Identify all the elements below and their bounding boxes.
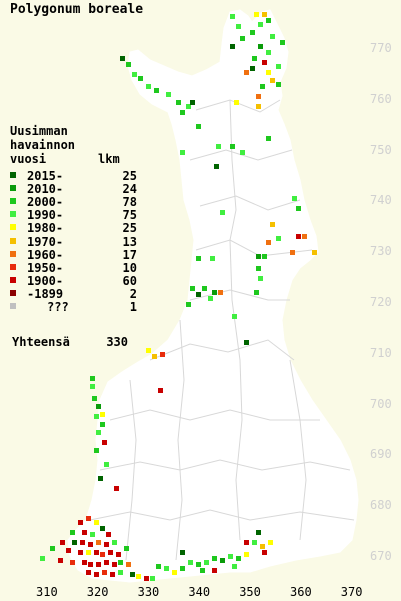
legend-header-col2: lkm [98,152,120,166]
legend-swatch [10,172,16,178]
legend-header-line2: havainnon [10,138,76,152]
legend-item-count: 60 [122,273,137,288]
legend-swatch [10,289,16,296]
legend-item-label: 2010- [27,182,64,197]
x-grid-label: 330 [137,585,160,599]
x-grid-label: 310 [36,585,58,599]
region-borders [89,99,355,561]
legend-item-label: ??? [47,300,69,314]
y-grid-label: 750 [370,142,392,157]
legend-total-count: 330 [106,335,128,349]
legend-item-count: 24 [122,182,137,197]
legend-swatch [10,185,16,192]
x-grid-label: 320 [86,585,109,599]
y-grid-label: 770 [370,41,392,55]
y-grid-label: 710 [370,345,392,360]
legend-swatch [10,237,16,244]
legend-item-label: 2000- [27,195,64,210]
x-grid-label: 340 [188,585,211,599]
legend-header-line1: Uusimman [10,124,68,138]
legend-item-label: 1970- [27,234,64,249]
observation-squares [40,12,317,581]
legend-swatch [10,211,16,218]
legend-item-label: 1900- [27,273,64,288]
legend-item-count: 25 [122,221,137,236]
y-grid-label: 670 [370,549,392,563]
y-grid-label: 720 [370,295,392,309]
map-title: Polygonum boreale [10,2,144,17]
x-grid-label: 370 [340,585,363,599]
y-grid-label: 680 [370,498,392,513]
legend-item-count: 10 [122,260,137,275]
x-grid-label: 360 [290,585,312,599]
legend-swatch [10,250,16,257]
x-grid-label: 350 [239,585,261,599]
legend-item-count: 1 [129,300,137,314]
y-grid-label: 700 [370,396,392,411]
legend-item-label: 1960- [27,247,64,262]
legend-swatch [10,276,16,283]
legend-swatch [10,303,16,309]
y-grid-label: 730 [370,244,392,259]
legend-total-label: Yhteensä [12,335,70,349]
legend-item-count: 78 [122,195,137,210]
legend-item-count: 2 [129,286,137,301]
legend-item-label: 1950- [27,260,64,275]
legend-item-label: 2015- [27,169,64,183]
legend-swatch [10,263,16,270]
legend-swatch [10,198,16,205]
y-grid-label: 760 [370,91,392,106]
legend-item-count: 25 [122,169,137,183]
legend-item-count: 17 [122,247,137,262]
y-grid-label: 690 [370,447,392,462]
legend-item-count: 13 [122,234,137,249]
legend-item-label: 1980- [27,221,64,236]
legend-item-count: 75 [122,208,137,223]
legend-item-label: -1899 [27,286,64,301]
y-grid-label: 740 [370,193,392,208]
legend-item-label: 1990- [27,208,64,223]
legend-header-col1: vuosi [10,152,47,166]
legend-swatch [10,224,16,231]
